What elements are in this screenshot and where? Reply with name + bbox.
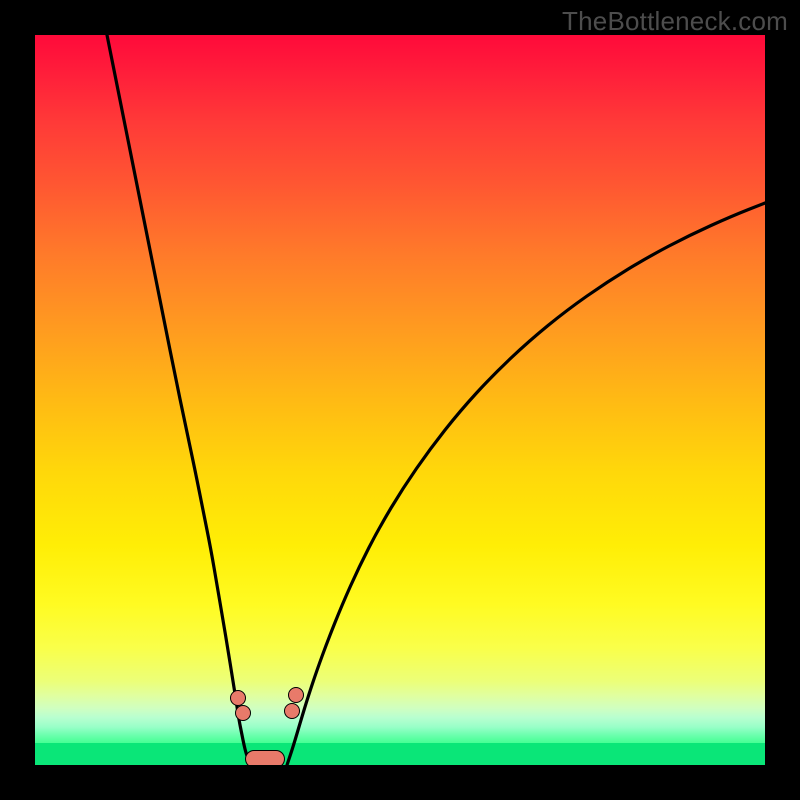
figure-frame: TheBottleneck.com: [0, 0, 800, 800]
marker-dot: [235, 705, 251, 721]
marker-dot: [288, 687, 304, 703]
plot-area: [35, 35, 765, 765]
marker-layer: [35, 35, 765, 765]
marker-pill: [245, 750, 285, 765]
marker-dot: [284, 703, 300, 719]
marker-dot: [230, 690, 246, 706]
watermark-text: TheBottleneck.com: [562, 6, 788, 37]
